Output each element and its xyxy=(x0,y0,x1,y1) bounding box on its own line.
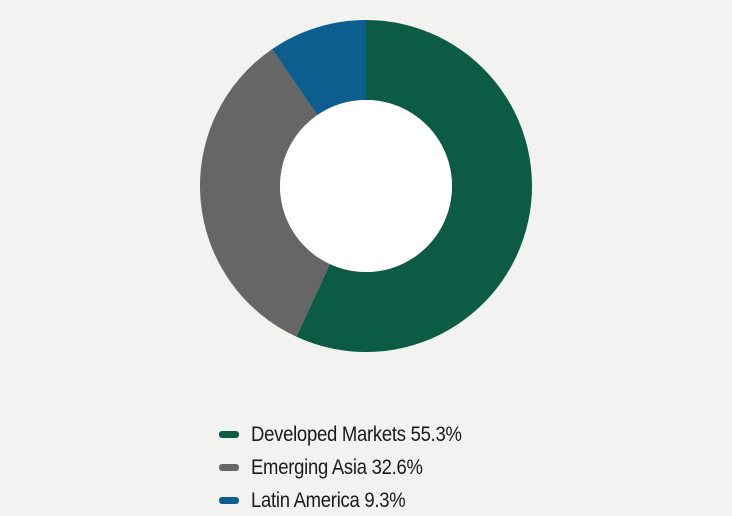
legend: Developed Markets 55.3% Emerging Asia 32… xyxy=(219,418,490,516)
legend-swatch xyxy=(219,497,239,504)
legend-item: Emerging Asia 32.6% xyxy=(219,451,490,484)
donut-chart-container: Developed Markets 55.3% Emerging Asia 32… xyxy=(0,0,732,516)
legend-item: Latin America 9.3% xyxy=(219,484,490,516)
legend-swatch xyxy=(219,464,239,471)
legend-label: Latin America 9.3% xyxy=(251,489,405,513)
legend-label: Emerging Asia 32.6% xyxy=(251,456,423,480)
legend-item: Developed Markets 55.3% xyxy=(219,418,490,451)
legend-label: Developed Markets 55.3% xyxy=(251,423,462,447)
donut-chart xyxy=(200,20,532,352)
donut-svg xyxy=(200,20,532,352)
donut-hole xyxy=(280,100,452,272)
legend-swatch xyxy=(219,431,239,438)
